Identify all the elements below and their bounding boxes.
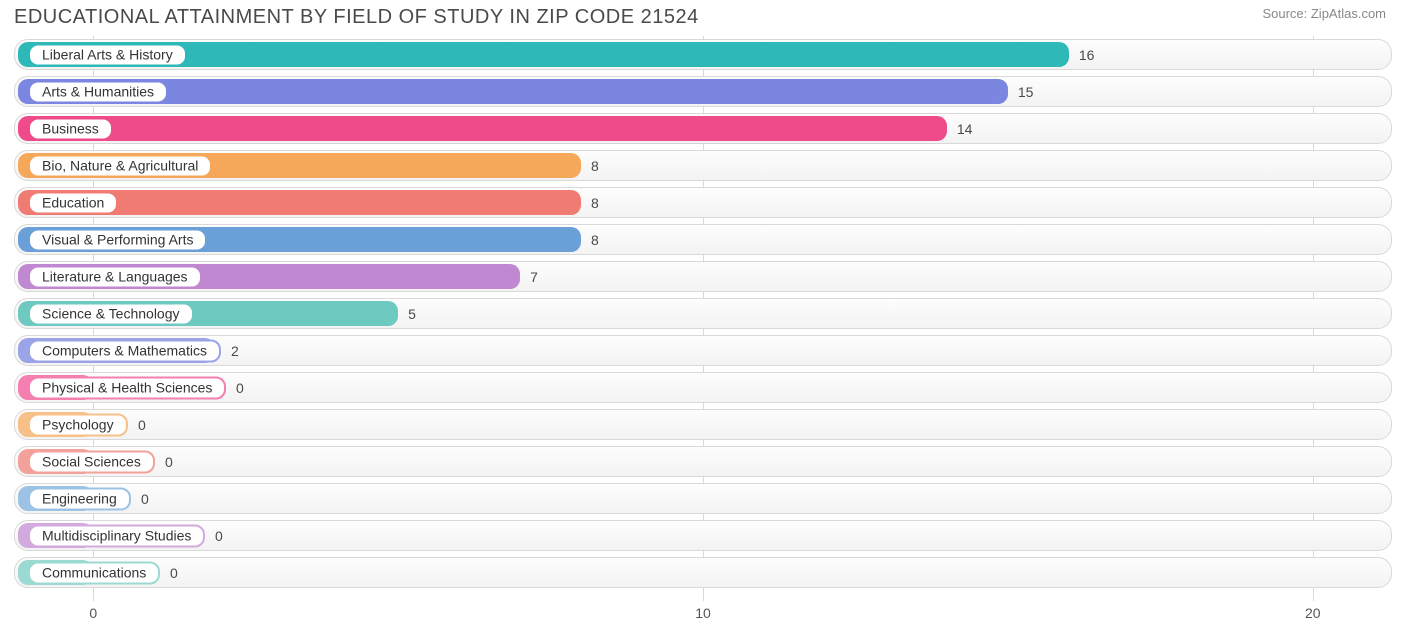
bar-row: Bio, Nature & Agricultural 8 [14,147,1392,184]
bar-value-label: 0 [138,417,146,433]
bar-value-label: 7 [530,269,538,285]
bar-value-label: 14 [957,121,973,137]
bar-row: Psychology 0 [14,406,1392,443]
category-label: Science & Technology [28,302,194,325]
bar-row: Physical & Health Sciences 0 [14,369,1392,406]
bar-value-label: 8 [591,232,599,248]
category-label: Literature & Languages [28,265,202,288]
bar-fill [18,116,947,141]
bar-row: Literature & Languages 7 [14,258,1392,295]
x-tick-label: 20 [1305,605,1321,621]
category-label: Communications [28,561,160,584]
bar-value-label: 2 [231,343,239,359]
bar-track [14,483,1392,514]
category-label: Visual & Performing Arts [28,228,207,251]
bar-track [14,446,1392,477]
category-label: Multidisciplinary Studies [28,524,205,547]
bar-row: Social Sciences 0 [14,443,1392,480]
category-label: Engineering [28,487,131,510]
category-label: Bio, Nature & Agricultural [28,154,212,177]
bar-row: Business 14 [14,110,1392,147]
bar-value-label: 0 [141,491,149,507]
x-tick-label: 0 [89,605,97,621]
bar-row: Engineering 0 [14,480,1392,517]
category-label: Education [28,191,118,214]
category-label: Computers & Mathematics [28,339,221,362]
category-label: Psychology [28,413,128,436]
bar-track [14,409,1392,440]
bar-track [14,557,1392,588]
x-axis: 0 10 20 [14,605,1392,625]
bar-row: Visual & Performing Arts 8 [14,221,1392,258]
category-label: Physical & Health Sciences [28,376,226,399]
bar-value-label: 15 [1018,84,1034,100]
category-label: Business [28,117,113,140]
bar-row: Multidisciplinary Studies 0 [14,517,1392,554]
bar-row: Communications 0 [14,554,1392,591]
x-tick-label: 10 [695,605,711,621]
bar-row: Education 8 [14,184,1392,221]
bar-value-label: 16 [1079,47,1095,63]
chart-area: Liberal Arts & History 16 Arts & Humanitie… [14,36,1392,601]
chart-source: Source: ZipAtlas.com [1262,6,1386,21]
bar-value-label: 0 [236,380,244,396]
bar-row: Liberal Arts & History 16 [14,36,1392,73]
bar-value-label: 0 [170,565,178,581]
bar-value-label: 8 [591,195,599,211]
bar-row: Science & Technology 5 [14,295,1392,332]
bar-row: Arts & Humanities 15 [14,73,1392,110]
bar-value-label: 0 [215,528,223,544]
category-label: Social Sciences [28,450,155,473]
chart-plot: Liberal Arts & History 16 Arts & Humanitie… [14,36,1392,601]
bar-value-label: 0 [165,454,173,470]
category-label: Liberal Arts & History [28,43,187,66]
chart-title: EDUCATIONAL ATTAINMENT BY FIELD OF STUDY… [14,6,699,29]
category-label: Arts & Humanities [28,80,168,103]
bar-row: Computers & Mathematics 2 [14,332,1392,369]
bar-value-label: 5 [408,306,416,322]
bar-value-label: 8 [591,158,599,174]
